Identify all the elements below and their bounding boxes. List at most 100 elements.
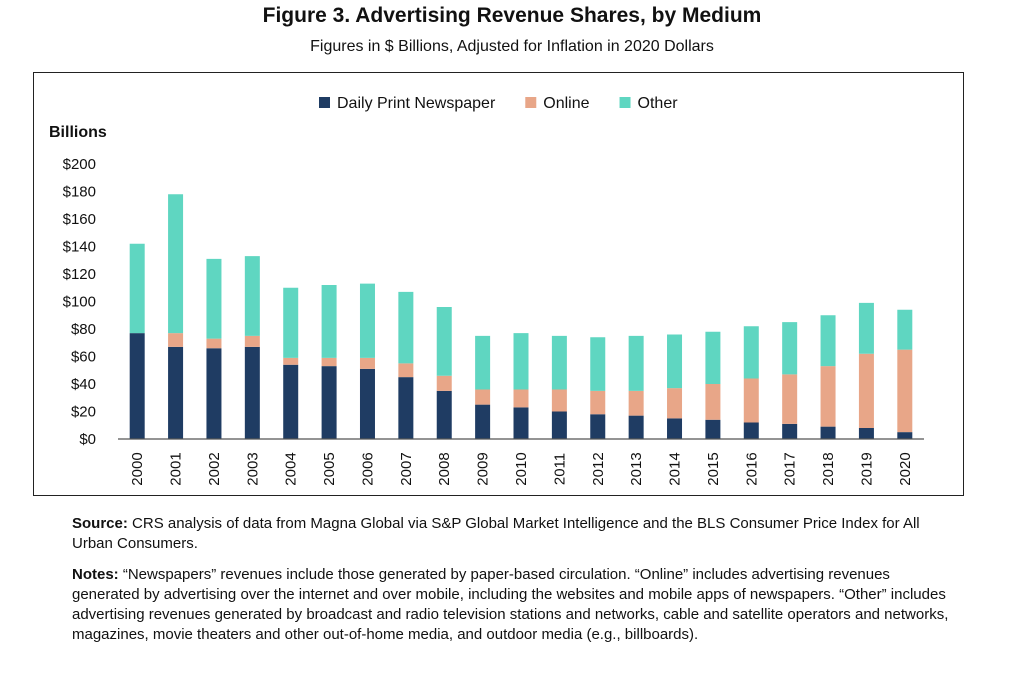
x-tick-label: 2000 [129,452,146,485]
source-note: Source: CRS analysis of data from Magna … [72,514,952,554]
x-tick-label: 2015 [705,452,722,485]
x-tick-label: 2012 [590,452,607,485]
y-tick-label: $160 [63,211,96,228]
bar-segment [551,411,567,439]
x-tick-label: 2005 [321,452,338,485]
bar-segment [129,333,145,439]
y-tick-label: $20 [71,404,96,421]
bar-segment [897,349,913,433]
bar-segment [820,366,836,427]
bar-segment [244,335,260,347]
bar-segment [129,243,145,334]
x-tick-label: 2009 [475,452,492,485]
x-tick-label: 2017 [782,452,799,485]
bar-segment [244,256,260,336]
bar-segment [436,375,452,391]
bar-segment [513,407,529,439]
bar-segment [628,335,644,391]
y-tick-label: $140 [63,239,96,256]
legend-label: Other [638,95,679,112]
y-tick-label: $200 [63,156,96,173]
bar-segment [590,414,606,439]
bar-segment [743,378,759,423]
bar-segment [897,309,913,350]
bar-segment [321,357,337,367]
figure-title: Figure 3. Advertising Revenue Shares, by… [262,4,762,27]
x-tick-label: 2020 [897,452,914,485]
bar-segment [206,258,222,339]
bar-segment [206,348,222,439]
bar-segment [321,285,337,358]
bar-segment [513,333,529,390]
bar-segment [244,346,260,439]
bar-segment [168,333,184,347]
notes-label: Notes: [72,566,119,583]
bar-segment [475,335,491,390]
x-tick-label: 2007 [398,452,415,485]
bar-segment [705,331,721,384]
x-tick-label: 2003 [244,452,261,485]
bar-segment [705,384,721,420]
bar-segment [897,432,913,439]
x-tick-label: 2008 [436,452,453,485]
y-tick-label: $0 [79,431,96,448]
bar-segment [590,390,606,415]
y-tick-label: $100 [63,294,96,311]
x-tick-label: 2006 [359,452,376,485]
notes-text: “Newspapers” revenues include those gene… [72,566,949,643]
bar-segment [283,357,299,365]
notes-block: Notes: “Newspapers” revenues include tho… [72,565,952,645]
y-tick-label: $80 [71,321,96,338]
bar-segment [359,283,375,358]
x-tick-label: 2018 [820,452,837,485]
bar-segment [283,364,299,439]
x-tick-label: 2001 [168,452,185,485]
legend-label: Online [543,95,589,112]
bar-segment [628,390,644,416]
y-tick-label: $120 [63,266,96,283]
bar-segment [398,291,414,364]
chart-frame: Daily Print Newspaper Online Other Billions… [33,72,964,496]
bar-segment [283,287,299,358]
bar-segment [782,423,798,439]
x-tick-label: 2019 [858,452,875,485]
bar-segment [551,389,567,412]
bar-segment [590,337,606,391]
bar-segment [436,390,452,439]
legend-swatch [525,97,537,108]
bar-segment [168,346,184,439]
legend-label: Daily Print Newspaper [337,95,496,112]
legend-swatch [619,97,631,108]
bar-segment [820,426,836,439]
source-label: Source: [72,515,128,532]
y-tick-label: $60 [71,349,96,366]
bar-segment [858,428,874,439]
bar-segment [858,302,874,354]
y-axis-label: Billions [49,124,107,141]
bar-segment [743,422,759,439]
bar-segment [782,322,798,375]
y-tick-label: $40 [71,376,96,393]
bar-segment [667,418,683,439]
bar-segment [628,415,644,439]
bar-segment [513,389,529,408]
bar-segment [359,368,375,439]
x-tick-label: 2004 [283,452,300,485]
x-tick-label: 2011 [551,453,568,485]
bar-segment [667,334,683,389]
bar-segment [820,315,836,367]
x-tick-label: 2002 [206,452,223,485]
bar-segment [475,404,491,439]
bar-segment [667,388,683,419]
bar-segment [782,374,798,424]
figure-subtitle: Figures in $ Billions, Adjusted for Infl… [310,38,714,55]
bar-segment [321,366,337,439]
legend-swatch [319,97,330,108]
y-tick-label: $180 [63,184,96,201]
bar-segment [705,419,721,439]
bar-segment [475,389,491,405]
bar-segment [168,194,184,334]
bar-segment [206,338,222,349]
x-tick-label: 2016 [743,452,760,485]
bar-segment [858,353,874,428]
